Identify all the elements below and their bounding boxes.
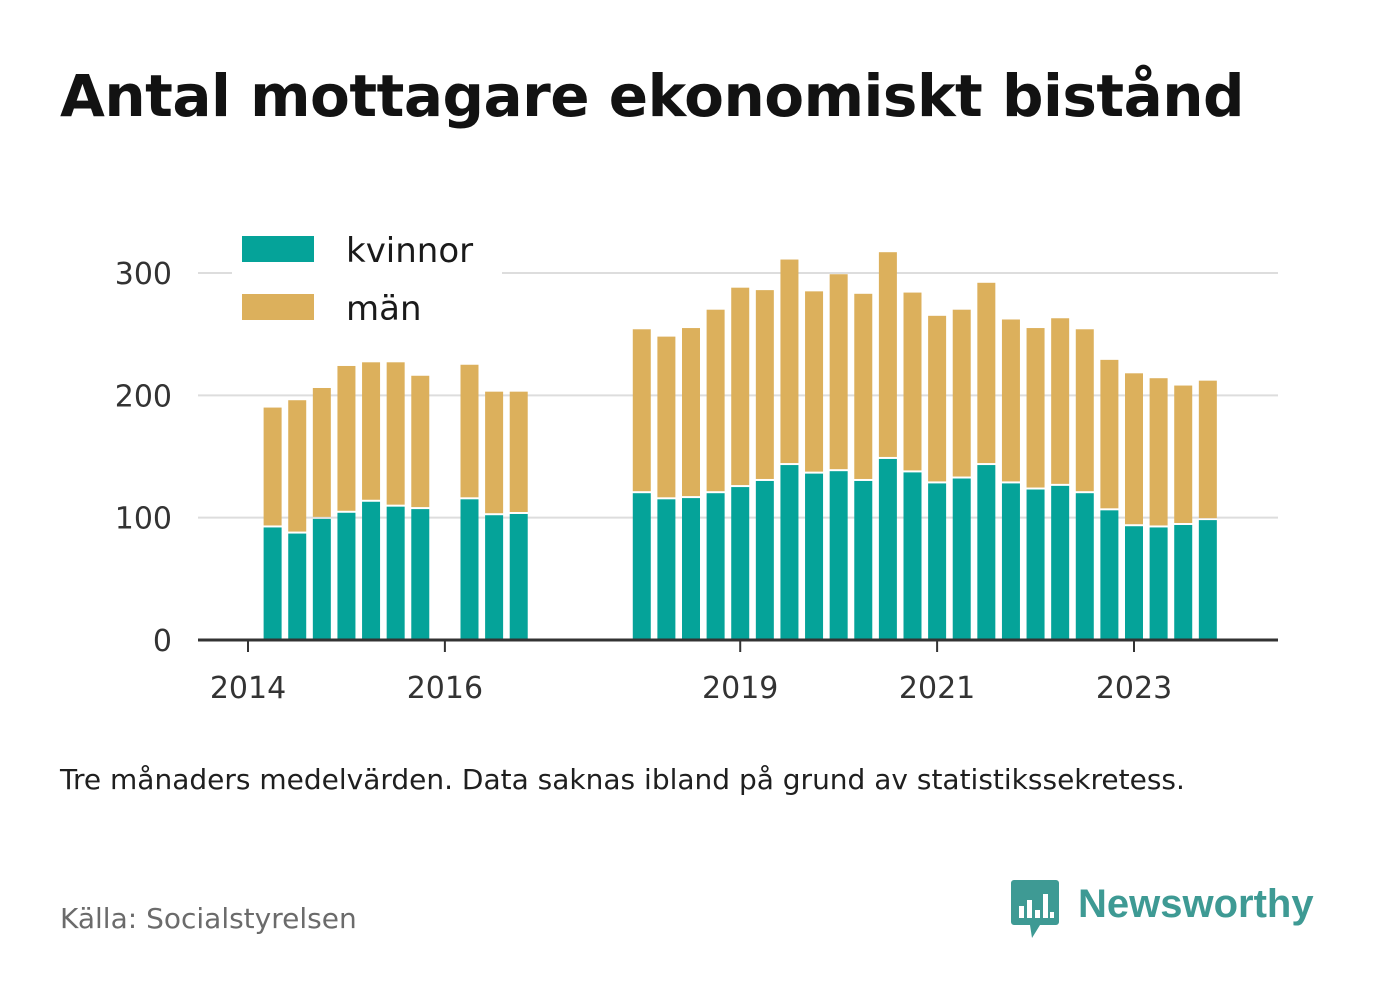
bar-kvinnor (731, 487, 750, 640)
bar-man (1174, 385, 1193, 524)
x-tick-label-2016: 2016 (407, 671, 483, 706)
y-tick-label-100: 100 (115, 502, 172, 537)
bar-man (903, 292, 922, 471)
bar-kvinnor (977, 465, 996, 640)
x-axis: 2014 2016 2019 2021 2023 (198, 638, 1278, 706)
brand-logo: Newsworthy (1010, 878, 1314, 940)
bar-kvinnor (1051, 485, 1070, 640)
bar-man (411, 375, 430, 508)
bar-kvinnor (682, 498, 700, 640)
x-tick-label-2021: 2021 (899, 671, 975, 706)
bar-kvinnor (362, 501, 381, 640)
x-tick-label-2023: 2023 (1096, 671, 1172, 706)
bar-kvinnor (878, 458, 897, 640)
bar-kvinnor (1075, 493, 1094, 640)
legend-label-kvinnor: kvinnor (346, 231, 473, 271)
bar-man (1001, 319, 1020, 482)
bar-kvinnor (337, 512, 356, 640)
bar-kvinnor (411, 509, 430, 640)
y-tick-label-200: 200 (115, 379, 172, 414)
bar-man (485, 391, 504, 514)
bar-man (952, 309, 971, 477)
bar-man (854, 293, 873, 479)
bar-man (657, 336, 676, 498)
bar-man (386, 362, 405, 505)
bar-man (1075, 329, 1094, 492)
bar-man (1125, 373, 1143, 525)
y-tick-label-0: 0 (153, 624, 172, 659)
x-tick-label-2014: 2014 (210, 671, 286, 706)
bar-man (780, 259, 799, 464)
bar-man (805, 291, 824, 472)
bar-kvinnor (755, 480, 774, 640)
bar-kvinnor (706, 493, 725, 640)
bar-kvinnor (632, 493, 651, 640)
bar-man (460, 364, 479, 498)
bar-kvinnor (1100, 510, 1119, 640)
bar-man (509, 391, 528, 512)
chart-title: Antal mottagare ekonomiskt bistånd (60, 62, 1245, 130)
bar-man (1051, 318, 1070, 484)
bar-kvinnor (485, 515, 504, 640)
bar-kvinnor (1026, 489, 1045, 640)
x-tick-label-2019: 2019 (702, 671, 778, 706)
bar-man (755, 290, 774, 479)
bar-kvinnor (263, 527, 282, 640)
bar-man (362, 362, 381, 500)
source-credit: Källa: Socialstyrelsen (60, 902, 357, 935)
bar-kvinnor (1174, 525, 1193, 640)
bar-man (263, 407, 282, 526)
y-tick-label-300: 300 (115, 257, 172, 292)
bar-kvinnor (1149, 527, 1168, 640)
bar-kvinnor (805, 473, 824, 640)
bar-man (337, 365, 356, 511)
bar-kvinnor (780, 465, 799, 640)
bar-kvinnor (460, 499, 479, 640)
bar-man (706, 309, 725, 492)
bar-kvinnor (903, 472, 922, 640)
bar-kvinnor (854, 480, 873, 640)
chart-note: Tre månaders medelvärden. Data saknas ib… (60, 763, 1185, 796)
bar-kvinnor (829, 471, 848, 640)
bar-kvinnor (386, 506, 405, 640)
bar-kvinnor (952, 478, 971, 640)
bar-man (1198, 380, 1217, 519)
bar-man (928, 315, 947, 482)
bar-man (878, 252, 897, 457)
legend-swatch-kvinnor (242, 236, 314, 262)
legend-swatch-man (242, 294, 314, 320)
bar-man (731, 287, 750, 486)
bars (263, 252, 1217, 640)
bar-kvinnor (657, 499, 676, 640)
bar-man (632, 329, 651, 492)
bar-man (288, 400, 307, 532)
bar-kvinnor (1125, 526, 1143, 640)
bar-man (1149, 378, 1168, 526)
bar-kvinnor (928, 483, 947, 640)
bar-man (312, 387, 331, 517)
bar-kvinnor (1198, 520, 1217, 640)
bar-kvinnor (288, 533, 307, 640)
bar-man (829, 274, 848, 470)
newsworthy-bar-chart-icon (1011, 880, 1059, 938)
bar-man (1100, 359, 1119, 509)
bar-man (682, 328, 700, 497)
bar-kvinnor (509, 513, 528, 640)
bar-man (977, 282, 996, 464)
legend-label-man: män (346, 289, 422, 329)
brand-name: Newsworthy (1078, 882, 1314, 926)
legend: kvinnor män (232, 226, 502, 336)
bar-man (1026, 328, 1045, 488)
y-axis-tick-labels: 0 100 200 300 (115, 257, 172, 659)
bar-kvinnor (1001, 483, 1020, 640)
bar-kvinnor (312, 518, 331, 640)
stacked-bar-chart: 0 100 200 300 2014 2016 2019 2021 2023 kvinnor … (114, 226, 1278, 706)
